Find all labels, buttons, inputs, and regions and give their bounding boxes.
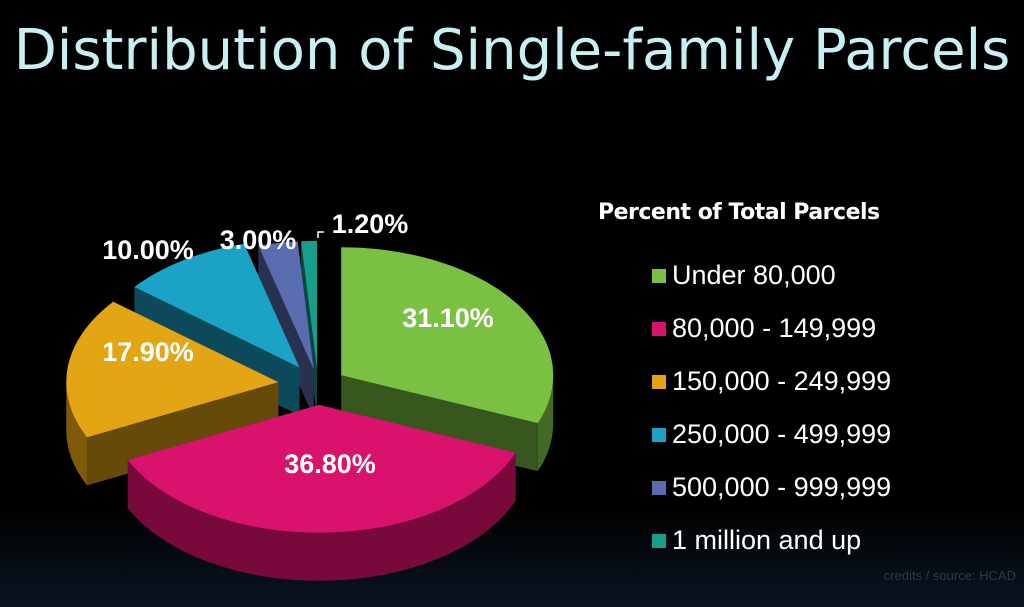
legend-item-1: Under 80,000 [652,249,891,302]
legend-item-6: 1 million and up [652,514,891,567]
legend-label: 80,000 - 149,999 [672,313,877,343]
data-label-3: 17.90% [102,337,194,367]
pie-slice-5 [258,241,314,418]
data-label-4: 10.00% [102,235,194,265]
chart-title: Distribution of Single-family Parcels [13,18,1011,83]
pie-slice-2 [127,404,516,581]
legend-label: 500,000 - 999,999 [672,472,892,502]
data-label-2: 36.80% [284,449,376,479]
legend: Percent of Total Parcels Under 80,000 80,… [598,200,891,567]
legend-swatch [652,533,666,548]
credits-text: credits / source: HCAD [883,568,1016,583]
legend-label: 150,000 - 249,999 [672,366,892,396]
legend-swatch [652,268,666,283]
legend-title: Percent of Total Parcels [598,200,880,225]
data-label-5: 3.00% [220,225,297,255]
legend-item-5: 500,000 - 999,999 [652,461,891,514]
legend-item-4: 250,000 - 499,999 [652,408,891,461]
legend-swatch [652,427,666,442]
data-label-1: 31.10% [402,303,494,333]
legend-item-2: 80,000 - 149,999 [652,302,891,355]
data-label-6: 1.20% [332,209,409,239]
legend-swatch [652,321,666,336]
legend-swatch [652,480,666,495]
legend-label: 1 million and up [672,525,862,555]
legend-swatch [652,374,666,389]
legend-label: Under 80,000 [672,260,836,290]
legend-label: 250,000 - 499,999 [672,419,892,449]
leader-line [317,231,324,238]
legend-item-3: 150,000 - 249,999 [652,355,891,408]
